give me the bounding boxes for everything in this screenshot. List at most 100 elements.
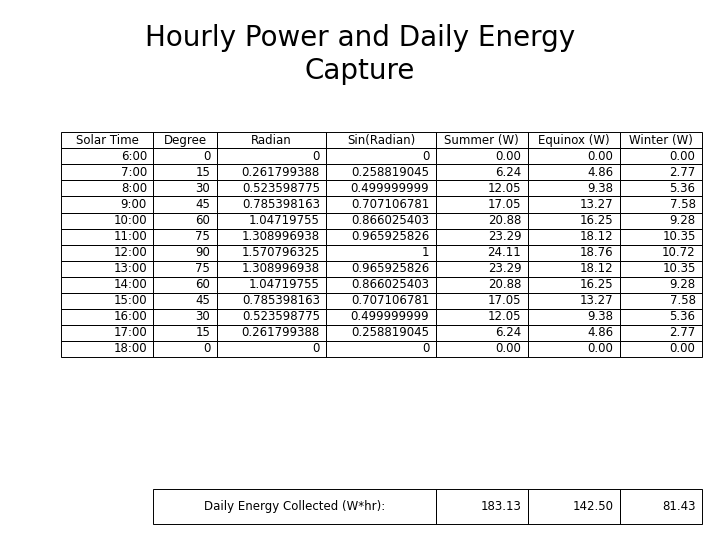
Text: 0.523598775: 0.523598775 [242,310,320,323]
Bar [61,148,153,164]
Text: Sin(Radian): Sin(Radian) [347,134,415,147]
Bar [326,325,436,341]
Text: Solar Time: Solar Time [76,134,139,147]
Bar [61,228,153,245]
Text: 8:00: 8:00 [121,182,147,195]
Bar [217,228,326,245]
Bar [620,245,702,261]
Text: 10.35: 10.35 [662,230,696,243]
Bar [326,293,436,309]
Text: 15: 15 [195,326,210,339]
Bar [528,132,620,149]
Bar [620,132,702,149]
Text: 18:00: 18:00 [113,342,147,355]
Bar [217,213,326,228]
Bar [61,180,153,197]
Text: 7:00: 7:00 [121,166,147,179]
Bar [61,325,153,341]
Text: 9.38: 9.38 [588,182,613,195]
Text: Summer (W): Summer (W) [444,134,519,147]
Bar [436,245,528,261]
Bar [528,245,620,261]
Text: 12.05: 12.05 [488,310,521,323]
Text: 17.05: 17.05 [488,198,521,211]
Text: 10.35: 10.35 [662,262,696,275]
Text: 0.00: 0.00 [588,342,613,355]
Text: 24.11: 24.11 [487,246,521,259]
Bar [620,309,702,325]
Bar [620,228,702,245]
Text: 0: 0 [422,342,429,355]
Text: 0.499999999: 0.499999999 [351,182,429,195]
Text: 0.965925826: 0.965925826 [351,262,429,275]
Text: 0.866025403: 0.866025403 [351,278,429,291]
Text: 5.36: 5.36 [670,182,696,195]
Bar [620,197,702,213]
Text: 1.308996938: 1.308996938 [242,230,320,243]
Text: 1.04719755: 1.04719755 [249,278,320,291]
Bar [217,341,326,357]
Text: 0: 0 [203,150,210,163]
Bar [153,489,436,524]
Text: 4.86: 4.86 [588,166,613,179]
Bar [620,180,702,197]
Text: 0.965925826: 0.965925826 [351,230,429,243]
Text: 75: 75 [195,262,210,275]
Text: 0.707106781: 0.707106781 [351,294,429,307]
Bar [326,245,436,261]
Text: 75: 75 [195,230,210,243]
Text: Degree: Degree [163,134,207,147]
Text: 0.785398163: 0.785398163 [242,294,320,307]
Bar [620,148,702,164]
Bar [217,276,326,293]
Bar [436,293,528,309]
Bar [153,197,217,213]
Text: 142.50: 142.50 [572,500,613,513]
Bar [620,489,702,524]
Bar [217,261,326,276]
Bar [436,325,528,341]
Text: 0: 0 [312,342,320,355]
Text: 9:00: 9:00 [121,198,147,211]
Bar [217,309,326,325]
Bar [153,164,217,180]
Bar [217,148,326,164]
Text: 18.76: 18.76 [580,246,613,259]
Bar [326,148,436,164]
Bar [528,309,620,325]
Bar [620,325,702,341]
Bar [436,341,528,357]
Bar [528,325,620,341]
Bar [61,341,153,357]
Text: 12.05: 12.05 [488,182,521,195]
Text: 13.27: 13.27 [580,294,613,307]
Bar [436,132,528,149]
Bar [528,213,620,228]
Bar [620,213,702,228]
Text: 0.866025403: 0.866025403 [351,214,429,227]
Bar [217,197,326,213]
Text: 4.86: 4.86 [588,326,613,339]
Bar [153,228,217,245]
Text: Equinox (W): Equinox (W) [538,134,610,147]
Bar [61,213,153,228]
Bar [153,261,217,276]
Text: 20.88: 20.88 [488,214,521,227]
Text: 1.04719755: 1.04719755 [249,214,320,227]
Bar [153,132,217,149]
Bar [528,148,620,164]
Text: 2.77: 2.77 [670,166,696,179]
Text: 18.12: 18.12 [580,230,613,243]
Bar [436,228,528,245]
Text: 0.261799388: 0.261799388 [241,326,320,339]
Bar [620,261,702,276]
Text: 1.308996938: 1.308996938 [242,262,320,275]
Bar [326,164,436,180]
Text: 17.05: 17.05 [488,294,521,307]
Bar [436,309,528,325]
Text: 15: 15 [195,166,210,179]
Bar [326,213,436,228]
Bar [61,245,153,261]
Text: 183.13: 183.13 [480,500,521,513]
Text: 0.258819045: 0.258819045 [351,166,429,179]
